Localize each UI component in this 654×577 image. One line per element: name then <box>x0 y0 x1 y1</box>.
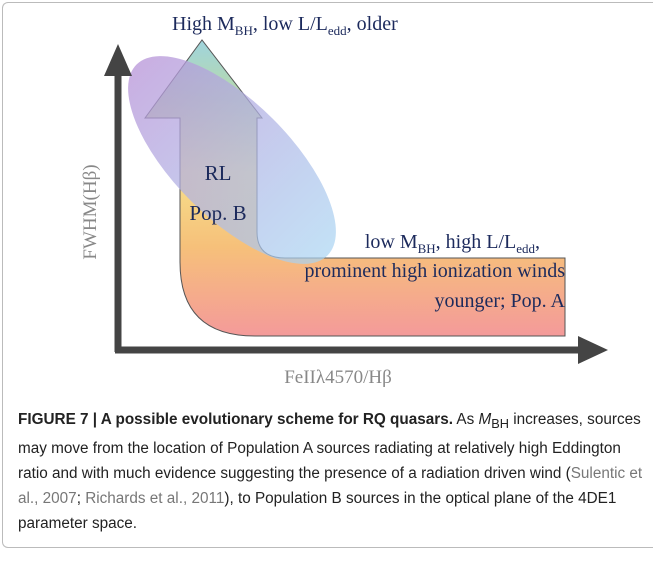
y-axis-label: FWHM(Hβ) <box>80 164 101 259</box>
caption-text: ), to Population B sources in the optica… <box>18 490 617 533</box>
citation: Sulentic et al., 2007 <box>18 465 643 508</box>
caption-symbol: M <box>478 411 492 428</box>
caption-text: As <box>452 411 479 428</box>
right-label-line3: younger; Pop. A <box>434 290 565 312</box>
x-axis-label: FeIIλ4570/Hβ <box>284 367 392 388</box>
rl-label: RL <box>205 161 232 185</box>
top-label: High MBH, low L/Ledd, older <box>172 13 398 38</box>
figure-frame <box>2 2 653 548</box>
subscript: edd <box>328 23 347 38</box>
right-label-line2: prominent high ionization winds <box>304 260 565 282</box>
population-b-region <box>128 56 336 264</box>
citation: Richards et al., 2011 <box>85 490 225 508</box>
text: low M <box>365 231 418 253</box>
y-axis-arrowhead <box>104 44 132 76</box>
text: , low L/L <box>253 13 328 35</box>
x-axis-arrowhead <box>578 336 608 364</box>
caption-text: ; <box>76 490 86 508</box>
text: , <box>535 231 540 253</box>
subscript: edd <box>516 241 535 256</box>
subscript: BH <box>235 23 253 38</box>
text: , older <box>347 13 398 35</box>
caption-text: increases, sources may move from the loc… <box>18 411 641 483</box>
caption-subscript: BH <box>491 416 509 432</box>
right-label-line1: low MBH, high L/Ledd, <box>365 231 540 256</box>
pop-b-label: Pop. B <box>189 201 246 225</box>
figure: High MBH, low L/Ledd, older RL Pop. B lo… <box>80 13 608 388</box>
text: , high L/L <box>436 231 517 253</box>
caption: FIGURE 7 | A possible evolutionary schem… <box>18 407 648 536</box>
text: High M <box>172 13 235 35</box>
caption-heading: FIGURE 7 | A possible evolutionary schem… <box>18 411 453 428</box>
subscript: BH <box>418 241 436 256</box>
